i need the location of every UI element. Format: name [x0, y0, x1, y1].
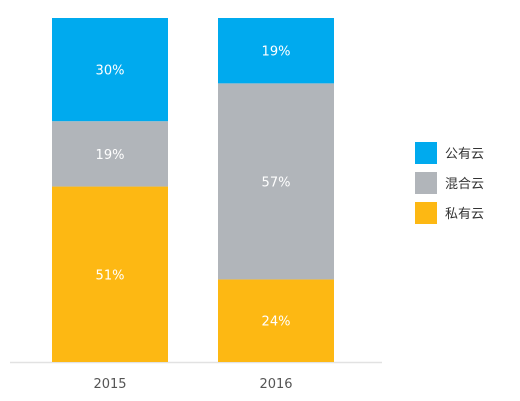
legend-label-2: 私有云 [445, 207, 484, 222]
data-label-2016-0: 19% [262, 45, 291, 60]
legend-swatch-2 [415, 202, 437, 224]
bar-segment-2016-1 [218, 83, 334, 280]
bar-segment-2015-0 [52, 18, 168, 122]
legend-swatch-0 [415, 142, 437, 164]
legend-swatch-1 [415, 172, 437, 194]
bars-group: 51% 19% 30% 24% 57% 19% [52, 18, 334, 362]
x-tick-labels: 2015 2016 [93, 377, 292, 392]
legend-label-0: 公有云 [445, 147, 484, 162]
x-tick-label-2016: 2016 [259, 377, 292, 392]
plot-area: 51% 19% 30% 24% 57% 19% 2015 2016 [10, 18, 382, 392]
data-label-2016-2: 24% [262, 315, 291, 330]
data-label-2015-0: 30% [96, 64, 125, 79]
bar-segment-2015-2 [52, 186, 168, 362]
x-tick-label-2015: 2015 [93, 377, 126, 392]
legend-label-1: 混合云 [445, 177, 484, 192]
bar-segment-2016-0 [218, 18, 334, 84]
bar-segment-2016-2 [218, 279, 334, 362]
data-label-2015-2: 51% [96, 268, 125, 283]
bar-segment-2015-1 [52, 121, 168, 187]
data-label-2016-1: 57% [262, 175, 291, 190]
data-label-2015-1: 19% [96, 148, 125, 163]
